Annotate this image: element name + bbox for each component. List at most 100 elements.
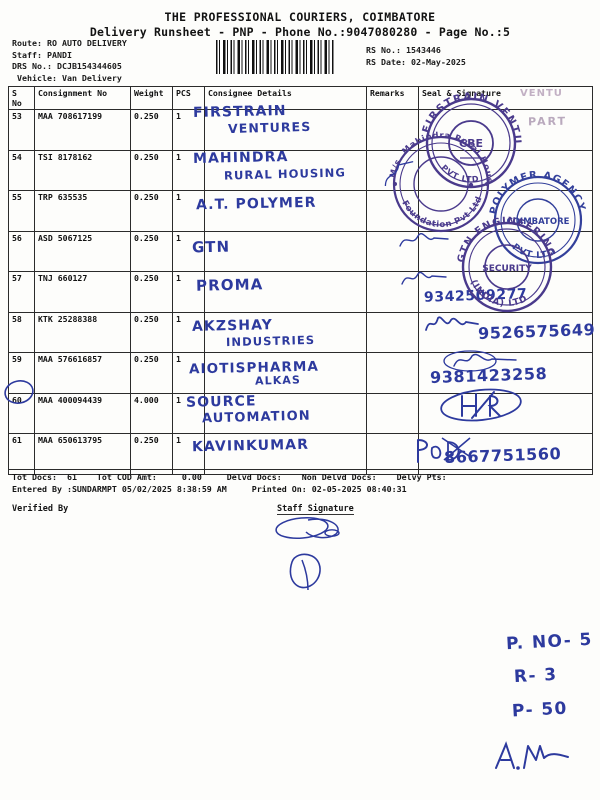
table-row: 53 MAA 708617199 0.250 1 (8, 109, 593, 151)
cell-seal (418, 311, 593, 353)
cell-consignee (204, 190, 367, 232)
table-row: 54 TSI 8178162 0.250 1 (8, 149, 593, 191)
cell-consignee (204, 433, 367, 475)
header-meta-left: Route: RO AUTO DELIVERY Staff: PANDI DRS… (12, 38, 127, 84)
cell-consignment: TSI 8178162 (34, 149, 131, 191)
column-header-seal: Seal & Signature (418, 86, 593, 110)
cell-weight: 0.250 (130, 271, 173, 313)
table-row: 60 MAA 400094439 4.000 1 (8, 392, 593, 434)
cell-seal (418, 230, 593, 272)
page-subtitle: Delivery Runsheet - PNP - Phone No.:9047… (89, 25, 511, 39)
table-row: 56 ASD 5067125 0.250 1 (8, 230, 593, 272)
rs-no-label: RS No.: 1543446 (366, 45, 441, 55)
bottom-note: P- 50 (511, 698, 569, 722)
cell-sno: 61 (8, 433, 35, 475)
vehicle-label: Vehicle: Van Delivery (12, 72, 122, 83)
footer-totals: Tot Docs: 61 Tot COD Amt: 0.00 Delvd Doc… (12, 472, 447, 482)
table-row: 58 KTK 25288388 0.250 1 (8, 311, 593, 353)
table-row: 57 TNJ 660127 0.250 1 (8, 271, 593, 313)
cell-remarks (366, 190, 419, 232)
cell-consignee (204, 149, 367, 191)
column-header-consignment: Consignment No (34, 86, 131, 110)
cell-consignment: MAA 708617199 (34, 109, 131, 151)
cell-sno: 58 (8, 311, 35, 353)
cell-weight: 0.250 (130, 230, 173, 272)
cell-consignee (204, 271, 367, 313)
route-label: Route: RO AUTO DELIVERY (12, 38, 127, 48)
cell-consignee (204, 109, 367, 151)
column-header-consignee: Consignee Details (204, 86, 367, 110)
faded-ventu-text: VENTU (520, 88, 563, 99)
cell-pcs: 1 (172, 230, 205, 272)
cell-weight: 0.250 (130, 311, 173, 353)
cell-weight: 0.250 (130, 433, 173, 475)
staff-signature-mark-icon (275, 517, 340, 539)
cell-seal (418, 190, 593, 232)
cell-consignee (204, 352, 367, 394)
table-body: 53 MAA 708617199 0.250 1 54 TSI 8178162 0.250 1… (8, 109, 593, 475)
cell-pcs: 1 (172, 109, 205, 151)
column-header-weight: Weight (130, 86, 173, 110)
cell-consignment: ASD 5067125 (34, 230, 131, 272)
column-header-sno: S No (8, 86, 35, 110)
cell-sno: 53 (8, 109, 35, 151)
cell-weight: 0.250 (130, 109, 173, 151)
cell-remarks (366, 392, 419, 434)
rs-date-label: RS Date: 02-May-2025 (366, 57, 466, 67)
column-header-pcs: PCS (172, 86, 205, 110)
cell-sno: 60 (8, 392, 35, 434)
cell-pcs: 1 (172, 352, 205, 394)
header-meta-right: RS No.: 1543446 RS Date: 02-May-2025 (366, 44, 466, 68)
cell-seal (418, 271, 593, 313)
cell-remarks (366, 311, 419, 353)
cell-sno: 56 (8, 230, 35, 272)
cell-consignment: MAA 650613795 (34, 433, 131, 475)
cell-consignee (204, 230, 367, 272)
cell-pcs: 1 (172, 271, 205, 313)
cell-weight: 4.000 (130, 392, 173, 434)
cell-weight: 0.250 (130, 190, 173, 232)
drs-no-label: DRS No.: DCJB154344605 (12, 61, 122, 72)
cell-seal (418, 392, 593, 434)
cell-consignment: MAA 576616857 (34, 352, 131, 394)
cell-consignment: KTK 25288388 (34, 311, 131, 353)
barcode-image (216, 40, 334, 74)
cell-consignment: TNJ 660127 (34, 271, 131, 313)
cell-seal (418, 149, 593, 191)
cell-sno: 54 (8, 149, 35, 191)
table-row: 61 MAA 650613795 0.250 1 (8, 433, 593, 475)
cell-pcs: 1 (172, 149, 205, 191)
table-header-row: S No Consignment No Weight PCS Consignee… (8, 86, 593, 110)
column-header-remarks: Remarks (366, 86, 419, 110)
cell-remarks (366, 433, 419, 475)
cell-weight: 0.250 (130, 149, 173, 191)
cell-consignment: MAA 400094439 (34, 392, 131, 434)
cell-remarks (366, 109, 419, 151)
cell-sno: 59 (8, 352, 35, 394)
page-title: THE PROFESSIONAL COURIERS, COIMBATORE (164, 10, 436, 24)
footer-divider (8, 469, 592, 470)
cell-consignee (204, 392, 367, 434)
cell-remarks (366, 271, 419, 313)
cell-remarks (366, 352, 419, 394)
staff-signature-label: Staff Signature (277, 504, 354, 515)
table-row: 55 TRP 635535 0.250 1 (8, 190, 593, 232)
cell-seal (418, 433, 593, 475)
cell-pcs: 1 (172, 433, 205, 475)
runsheet-table: S No Consignment No Weight PCS Consignee… (8, 86, 593, 475)
cell-sno: 57 (8, 271, 35, 313)
cell-pcs: 1 (172, 311, 205, 353)
runsheet-table-container: S No Consignment No Weight PCS Consignee… (8, 86, 593, 475)
table-row: 59 MAA 576616857 0.250 1 (8, 352, 593, 394)
bottom-note: R- 3 (513, 664, 558, 688)
cell-sno: 55 (8, 190, 35, 232)
bottom-note: P. NO- 5 (505, 629, 594, 655)
verified-by-label: Verified By (12, 504, 69, 514)
table-header: S No Consignment No Weight PCS Consignee… (8, 86, 593, 110)
secondary-signature-mark-icon (289, 553, 321, 591)
staff-label: Staff: PANDI (12, 49, 72, 60)
cell-weight: 0.250 (130, 352, 173, 394)
faded-part-text: PART (527, 114, 568, 129)
cell-pcs: 1 (172, 190, 205, 232)
